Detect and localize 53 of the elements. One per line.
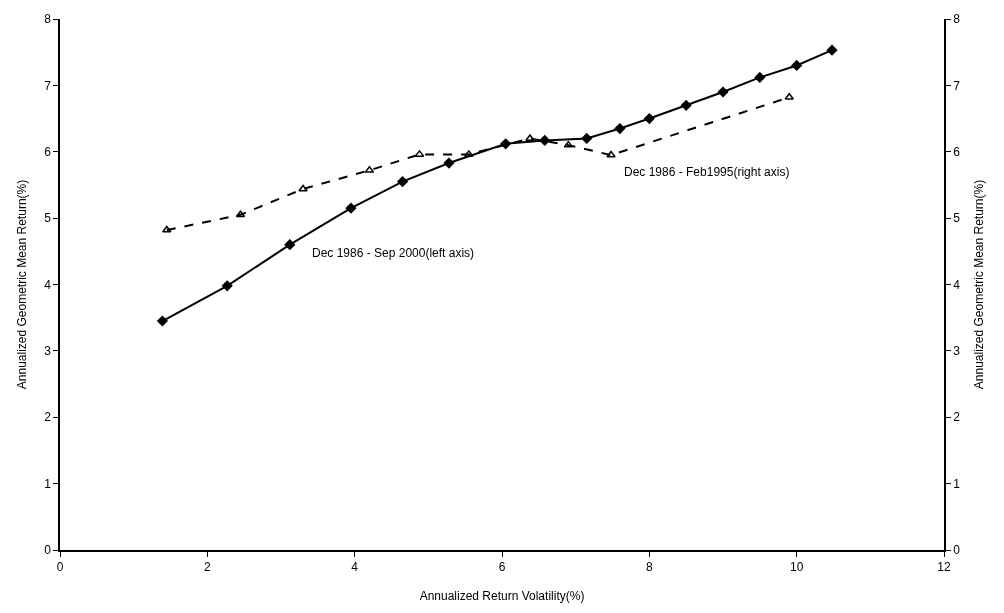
y-tick-label: 7 — [44, 78, 52, 93]
y-tick-label: 1 — [44, 476, 52, 491]
x-tick-label: 8 — [645, 560, 653, 575]
x-axis-title: Annualized Return Volatility(%) — [419, 588, 585, 603]
point — [754, 72, 766, 83]
x-tick-label: 6 — [498, 560, 506, 575]
point — [680, 99, 692, 111]
x-tick-label: 10 — [789, 560, 804, 575]
x-tick-label: 12 — [937, 560, 951, 575]
y2-tick-label: 2 — [953, 410, 961, 425]
y-axis-title: Annualized Geometric Mean Return(%) — [14, 179, 29, 390]
y2-tick-label: 5 — [953, 211, 961, 226]
y-tick-label: 0 — [44, 543, 52, 558]
point — [581, 133, 593, 144]
point — [563, 140, 574, 148]
y2-tick-label: 6 — [953, 144, 961, 159]
point — [826, 44, 838, 56]
point — [614, 123, 626, 134]
point — [644, 113, 655, 124]
point — [525, 134, 535, 141]
point — [397, 176, 408, 187]
y2-tick-label: 3 — [953, 344, 961, 359]
x-tick-label: 4 — [351, 560, 359, 575]
y2-axis-title: Annualized Geometric Mean Return(%) — [971, 179, 986, 390]
x-tick-label: 0 — [56, 560, 64, 575]
point — [464, 150, 474, 157]
point — [284, 239, 296, 250]
y2-tick-label: 1 — [953, 476, 961, 491]
y-tick-label: 6 — [44, 144, 52, 159]
point — [443, 157, 455, 169]
point — [345, 202, 357, 214]
point — [221, 280, 233, 292]
point — [235, 210, 246, 218]
y-tick-label: 4 — [44, 277, 52, 292]
point — [500, 138, 511, 150]
y-tick-label: 3 — [44, 344, 52, 359]
y2-tick-label: 8 — [953, 12, 961, 27]
x-tick-label: 2 — [203, 560, 211, 575]
point — [539, 135, 551, 146]
point — [606, 150, 616, 158]
point — [157, 315, 168, 327]
point — [791, 60, 802, 71]
y2-tick-label: 7 — [953, 78, 961, 93]
series-label: Dec 1986 - Sep 2000(left axis) — [312, 246, 475, 260]
y-tick-label: 8 — [44, 12, 52, 27]
series-label: Dec 1986 - Feb1995(right axis) — [624, 165, 790, 179]
y-tick-label: 2 — [44, 410, 52, 425]
point — [298, 184, 308, 192]
y2-tick-label: 4 — [953, 277, 961, 292]
y2-tick-label: 0 — [953, 543, 961, 558]
point — [717, 86, 729, 98]
y-tick-label: 5 — [44, 211, 52, 226]
point — [162, 225, 172, 233]
